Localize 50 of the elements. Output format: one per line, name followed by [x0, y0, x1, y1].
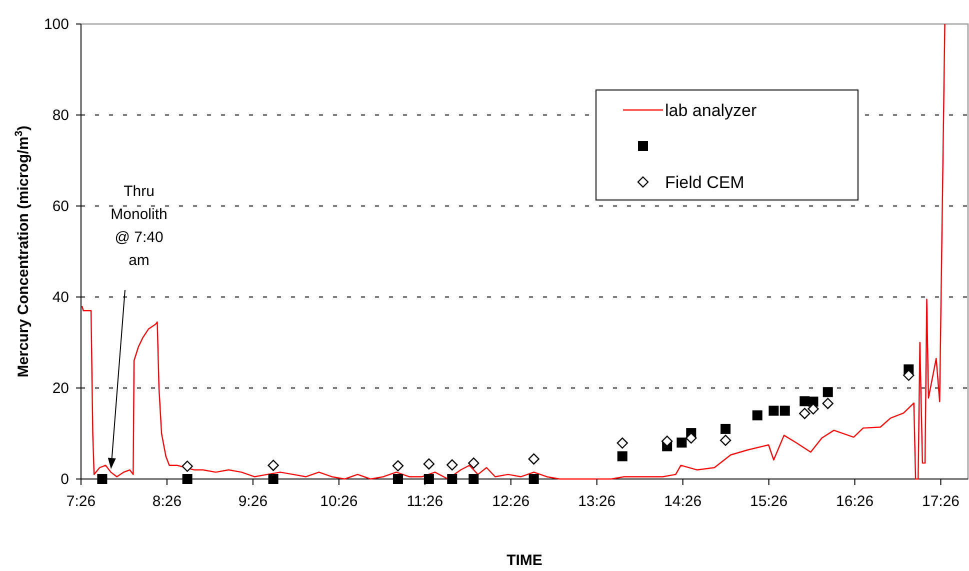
y-tick-label: 100: [44, 16, 69, 33]
point: [424, 474, 434, 484]
point: [392, 474, 403, 484]
x-tick-label: 17:26: [922, 493, 960, 510]
point: [799, 408, 810, 420]
x-tick-label: 7:26: [66, 493, 96, 510]
point: [446, 459, 458, 470]
point: [528, 474, 539, 484]
y-tick-label: 60: [52, 198, 69, 215]
point: [661, 436, 673, 447]
y-tick-label: 40: [52, 289, 69, 306]
point: [720, 424, 731, 434]
legend-label: lab analyzer: [665, 101, 758, 120]
x-tick-label: 16:26: [836, 493, 874, 510]
point: [468, 474, 479, 484]
annotation: Thru Monolith @ 7:40 am: [110, 183, 168, 269]
point: [268, 474, 278, 484]
point: [617, 451, 628, 462]
point: [97, 474, 108, 484]
y-tick-label: 80: [52, 107, 69, 124]
x-tick-label: 15:26: [750, 493, 788, 510]
point: [268, 460, 279, 471]
legend-label: Field CEM: [665, 173, 744, 192]
y-tick-label: 20: [52, 380, 69, 397]
x-tick-label: 13:26: [578, 493, 616, 510]
point: [182, 474, 192, 484]
point: [822, 387, 833, 398]
point: [676, 438, 687, 448]
x-tick-label: 8:26: [152, 493, 182, 510]
x-tick-label: 14:26: [664, 493, 702, 510]
point: [447, 474, 458, 484]
x-tick-label: 10:26: [320, 493, 358, 510]
point: [720, 434, 732, 446]
point: [423, 458, 435, 470]
point: [822, 398, 834, 410]
point: [182, 460, 193, 472]
y-tick-label: 0: [60, 471, 69, 488]
point: [768, 406, 779, 416]
point: [392, 460, 404, 472]
x-axis-title: TIME: [506, 552, 542, 569]
point: [468, 457, 480, 469]
point: [528, 453, 540, 465]
x-tick-label: 9:26: [238, 493, 268, 510]
point: [903, 370, 914, 381]
x-tick-label: 12:26: [492, 493, 530, 510]
point: [808, 403, 819, 415]
point: [752, 410, 762, 420]
point: [780, 406, 790, 416]
point: [616, 437, 628, 449]
x-tick-label: 11:26: [406, 493, 444, 510]
